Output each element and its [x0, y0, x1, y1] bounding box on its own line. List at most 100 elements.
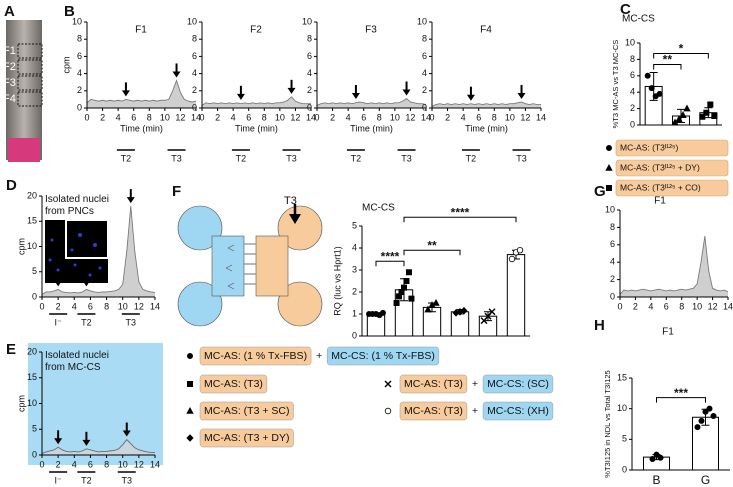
y-tick-label: 10 — [72, 16, 82, 26]
y-tick-label: 10 — [417, 16, 427, 26]
point-marker — [432, 298, 440, 306]
point-marker — [508, 255, 516, 263]
x-tick-label: G — [701, 473, 710, 487]
y-tick-label: 15 — [617, 372, 627, 382]
time-label: I⁻ — [55, 317, 63, 327]
y-tick-label: 20 — [27, 346, 37, 356]
y-tick-label: 10 — [27, 241, 37, 251]
trace-line — [86, 79, 197, 104]
point-marker — [516, 247, 524, 254]
x-tick-label: 14 — [150, 301, 160, 311]
x-tick-label: 12 — [708, 301, 718, 311]
trace-area — [87, 80, 196, 108]
y-tick-label: 5 — [622, 434, 627, 444]
y-tick-label: 0 — [32, 449, 37, 459]
arrow-head — [402, 89, 411, 96]
y-tick-label: 10 — [617, 403, 627, 413]
x-tick-label: 10 — [160, 112, 170, 122]
legend-label: MC-AS: (T3ᴵ¹²⁵ + CO) — [620, 182, 701, 192]
y-tick-label: 0 — [630, 119, 635, 129]
x-tick-label: 2 — [445, 112, 450, 122]
point-marker — [711, 112, 718, 119]
x-tick-label: 4 — [346, 112, 351, 122]
significance-bracket — [653, 53, 709, 59]
panel-letter: H — [594, 317, 605, 334]
x-tick-label: 6 — [361, 112, 366, 122]
point-marker — [379, 309, 386, 316]
y-tick-label: 8 — [77, 34, 82, 44]
x-tick-label: 12 — [520, 112, 530, 122]
x-tick-label: 14 — [191, 112, 201, 122]
significance-label: **** — [381, 249, 400, 263]
x-tick-label: 2 — [100, 112, 105, 122]
x-tick-label: 10 — [118, 301, 128, 311]
arrow-head — [54, 280, 63, 287]
point-marker — [186, 434, 194, 442]
point-marker — [405, 269, 412, 276]
y-tick-label: 0 — [32, 291, 37, 301]
device-diagram — [177, 204, 323, 327]
point-marker — [648, 85, 655, 92]
y-tick-label: 0 — [77, 102, 82, 112]
y-axis-label: RQ (luc vs Hprt1) — [332, 246, 342, 316]
x-tick-label: 14 — [150, 459, 160, 469]
tube-label: F2 — [3, 61, 16, 73]
x-tick-label: 0 — [39, 301, 44, 311]
y-tick-label: 0 — [622, 464, 627, 474]
chart-title: F4 — [480, 25, 492, 36]
point-marker — [606, 145, 613, 151]
x-tick-label: 4 — [461, 112, 466, 122]
micrograph — [45, 219, 109, 283]
y-axis-label: cpm — [16, 238, 26, 255]
time-label: T3 — [516, 153, 527, 163]
point-marker — [656, 90, 663, 97]
y-tick-label: 4 — [610, 257, 615, 267]
point-marker — [460, 306, 468, 315]
y-tick-label: 4 — [307, 68, 312, 78]
significance-label: ** — [427, 238, 437, 252]
point-marker — [644, 72, 651, 79]
x-axis-label: Time (min) — [120, 123, 163, 133]
x-tick-label: 10 — [390, 112, 400, 122]
y-tick-label: 2 — [422, 85, 427, 95]
panel-letter: E — [6, 341, 16, 358]
x-tick-label: 2 — [330, 112, 335, 122]
x-tick-label: 8 — [679, 301, 684, 311]
trace-line — [41, 438, 155, 454]
arrow-head — [54, 438, 63, 445]
legend-label: MC-AS: (T3 + SC) — [204, 405, 289, 417]
time-label: T2 — [81, 317, 92, 327]
y-tick-label: 10 — [187, 16, 197, 26]
x-tick-label: 10 — [505, 112, 515, 122]
significance-bracket — [653, 64, 682, 70]
point-marker — [649, 456, 656, 462]
legend-box — [615, 139, 729, 157]
legend-label: MC-AS: (T3 + DY) — [204, 432, 289, 444]
point-marker — [384, 380, 392, 388]
legend-box — [199, 374, 268, 394]
chart-title: F3 — [365, 25, 377, 36]
trace-area — [620, 236, 728, 297]
chart-title: F1 — [135, 25, 147, 36]
y-tick-label: 10 — [27, 398, 37, 408]
x-tick-label: 2 — [633, 301, 638, 311]
x-tick-label: 14 — [421, 112, 431, 122]
y-axis-label: cpm — [61, 56, 71, 73]
y-tick-label: 2 — [307, 85, 312, 95]
trace-area — [202, 96, 311, 108]
significance-bracket — [375, 260, 405, 267]
y-tick-label: 4 — [352, 242, 357, 252]
x-tick-label: 6 — [88, 459, 93, 469]
tube-label: F4 — [3, 93, 16, 105]
x-tick-label: 12 — [290, 112, 300, 122]
point-marker — [401, 284, 407, 291]
y-tick-label: 8 — [422, 34, 427, 44]
arrow-head — [121, 90, 130, 97]
y-tick-label: 2 — [192, 85, 197, 95]
x-tick-label: 8 — [377, 112, 382, 122]
chart-title: F1 — [662, 327, 674, 338]
time-label: T3 — [401, 153, 412, 163]
point-marker — [187, 353, 194, 359]
y-tick-label: 20 — [27, 190, 37, 200]
y-tick-label: 8 — [307, 34, 312, 44]
